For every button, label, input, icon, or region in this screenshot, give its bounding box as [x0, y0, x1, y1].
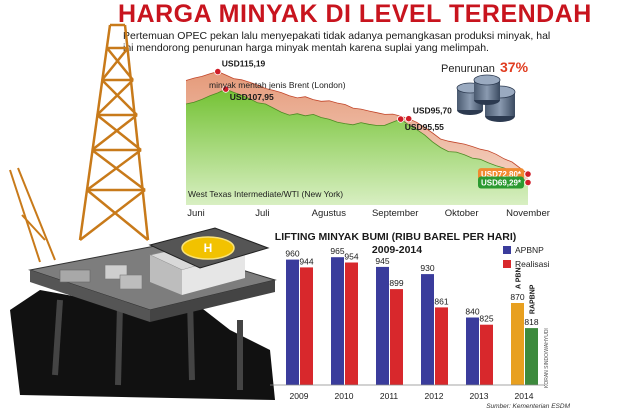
bar-value-label: 965: [330, 246, 344, 256]
price-marker: [222, 85, 230, 93]
bar-value-label: 944: [299, 256, 313, 266]
bar-value-label: 930: [420, 263, 434, 273]
helipad-circle: [181, 236, 235, 260]
price-tag: [478, 176, 524, 189]
sea-silhouette: [10, 285, 275, 400]
bar-2014-label: A PBN: [516, 267, 523, 289]
price-marker: [524, 178, 532, 187]
oil-rig-illustration: H: [9, 23, 277, 400]
container: [59, 269, 91, 283]
bar-2014-label: RAPBNP: [530, 284, 537, 314]
bar-value-label: 825: [479, 314, 493, 324]
container: [119, 274, 143, 290]
price-marker: [397, 115, 405, 123]
crane-arm: [9, 167, 56, 263]
page-title: HARGA MINYAK DI LEVEL TERENDAH: [118, 0, 592, 28]
month-tick-label: Oktober: [445, 208, 479, 219]
price-annotations: USD115,19 USD107,95 USD95,70 USD95,55 USD72,…: [222, 59, 524, 189]
legend-swatch-realisasi: [503, 260, 511, 268]
wti-series-label: West Texas Intermediate/WTI (New York): [188, 189, 343, 199]
month-tick-label: November: [506, 208, 550, 219]
legend-swatch-apbnp: [503, 246, 511, 254]
month-tick-label: Juli: [255, 208, 269, 219]
bar-value-label: 899: [389, 278, 403, 288]
rig-legs: [52, 299, 243, 390]
price-annotation: USD115,19: [222, 59, 266, 69]
bar-category-label: 2013: [470, 391, 489, 401]
series-area-1: [186, 89, 528, 205]
rig-deck-front: [150, 280, 275, 322]
bar-2010-0: [331, 257, 344, 385]
bar-2009-0: [286, 259, 299, 385]
bar-legend: APBNP Realisasi: [503, 245, 550, 269]
bar-2014-1: [525, 328, 538, 385]
price-areas: [186, 71, 528, 205]
price-marker: [214, 68, 222, 76]
price-marker: [405, 115, 413, 123]
bar-category-label: 2012: [425, 391, 444, 401]
bar-value-label: 818: [524, 317, 538, 327]
month-tick-label: Agustus: [312, 208, 347, 219]
bar-2013-0: [466, 317, 479, 385]
bar-2012-0: [421, 274, 434, 385]
bar-2010-1: [345, 262, 358, 385]
decline-value: 37%: [500, 59, 529, 75]
decline-label: Penurunan: [441, 63, 495, 75]
price-annotation: USD69,29*: [481, 179, 522, 188]
month-tick-label: Juni: [187, 208, 204, 219]
legend-label-realisasi: Realisasi: [515, 259, 550, 269]
bar-category-label: 2014: [515, 391, 534, 401]
series-line-1: [185, 88, 529, 183]
bar-2014-0: [511, 303, 524, 385]
bar-2013-1: [480, 324, 493, 385]
oil-barrels-icon: [456, 74, 516, 122]
bar-2011-0: [376, 266, 389, 385]
legend-label-apbnp: APBNP: [515, 245, 544, 255]
bar-category-label: 2011: [380, 391, 399, 401]
price-annotation: USD107,95: [230, 92, 274, 102]
helipad-h-icon: H: [204, 241, 213, 255]
bar-2009-1: [300, 267, 313, 385]
price-lines: [185, 71, 529, 183]
price-annotation: USD95,70: [413, 106, 452, 116]
derrick-tower: [78, 23, 150, 241]
brent-series-label: minyak mentah jenis Brent (London): [209, 80, 346, 90]
month-axis-labels: Juni Juli Agustus September Oktober November: [187, 208, 550, 219]
price-marker: [524, 170, 532, 178]
bar-chart-title-line: 2009-2014: [372, 244, 422, 256]
credit-note: KORAN SINDO/WAHYUDI: [544, 328, 550, 388]
bar-2011-1: [390, 289, 403, 385]
price-annotation: USD72,80*: [481, 170, 522, 179]
price-annotation: USD95,55: [405, 122, 444, 132]
bar-value-label: 870: [510, 292, 524, 302]
lifting-bar-chart: LIFTING MINYAK BUMI (RIBU BAREL PER HARI…: [270, 231, 571, 410]
rig-deck-side: [30, 270, 150, 322]
bar-2012-1: [435, 307, 448, 385]
bar-chart-title-line: LIFTING MINYAK BUMI (RIBU BAREL PER HARI…: [275, 231, 517, 243]
price-markers: [214, 68, 532, 187]
bar-category-label: 2010: [335, 391, 354, 401]
bar-chart-title: LIFTING MINYAK BUMI (RIBU BAREL PER HARI…: [275, 231, 519, 256]
bar-value-label: 960: [285, 249, 299, 259]
series-line-0: [185, 71, 529, 175]
bar-value-label: 840: [465, 307, 479, 317]
month-tick-label: September: [372, 208, 418, 219]
rig-building-front: [182, 252, 245, 295]
price-chart: USD115,19 USD107,95 USD95,70 USD95,55 USD72,…: [185, 59, 550, 219]
bar-value-label: 954: [344, 252, 358, 262]
page-subtitle: Pertemuan OPEC pekan lalu menyepakati ti…: [123, 30, 551, 54]
bar-value-label: 861: [434, 296, 448, 306]
bar-value-label: 945: [375, 256, 389, 266]
bar-category-label: 2009: [290, 391, 309, 401]
source-note: Sumber: Kementerian ESDM: [486, 403, 570, 410]
rig-building-side: [150, 255, 182, 295]
